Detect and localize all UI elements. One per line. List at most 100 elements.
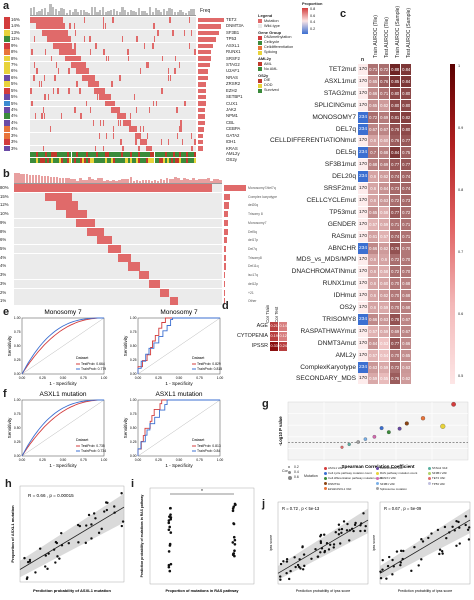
mutation-block xyxy=(59,49,76,55)
aml2y-cell xyxy=(113,152,116,157)
scatter-point xyxy=(285,560,289,563)
aml2y-cell xyxy=(30,152,33,157)
roc-legend-title: Dataset xyxy=(76,438,88,442)
j-left-ylabel: ipss score xyxy=(269,535,273,551)
gene-track xyxy=(30,62,196,68)
cyto-row-label: Del5q xyxy=(248,229,257,234)
scatter-point xyxy=(421,540,425,543)
mutation-tick xyxy=(183,29,186,36)
histogram-bar xyxy=(162,9,166,15)
scatter-point xyxy=(410,569,413,573)
histogram-bar xyxy=(154,7,157,15)
auroc-row-label: CELLDIFFERENTIATIONmut xyxy=(270,137,356,145)
mutation-tick xyxy=(188,42,191,49)
n-cell: 234 xyxy=(358,111,368,123)
scatter-point xyxy=(395,550,399,553)
auroc-cell: 0.82 xyxy=(401,111,412,123)
mutation-tick xyxy=(178,62,181,68)
aml2y-cell xyxy=(104,152,107,157)
aml2y-cell xyxy=(83,152,86,157)
roc-curve xyxy=(137,399,220,456)
volcano-point xyxy=(397,426,402,431)
mutation-tick xyxy=(105,55,108,62)
mutation-tick xyxy=(145,62,148,68)
histogram-bar xyxy=(82,10,85,15)
freq-bar xyxy=(198,43,214,48)
cyto-histogram-bar xyxy=(165,177,169,183)
mutation-label: Cell cycle pathway mutation count xyxy=(328,471,372,476)
gene-name: NPM1 xyxy=(226,113,238,119)
auroc-side-tick: 0.5 xyxy=(458,374,464,378)
aml2y-cell xyxy=(146,152,149,157)
gene-group-color xyxy=(4,107,10,113)
auroc-column-headers: Train AUROC (Tile) Test AUROC (Tile) Train… xyxy=(368,2,414,58)
cyto-track xyxy=(14,236,222,245)
cyto-block xyxy=(76,218,96,227)
os2y-cell xyxy=(183,158,186,163)
scatter-point xyxy=(438,552,441,556)
os2y-cell xyxy=(42,158,45,163)
legend-item: Celldifferentiation xyxy=(258,45,306,50)
scatter-point xyxy=(168,569,172,573)
gene-group-title: Gene Group xyxy=(258,29,282,35)
roc-diagonal xyxy=(21,399,105,457)
roc-diagonal xyxy=(137,317,221,375)
mutation-tick xyxy=(169,74,172,81)
scatter-point xyxy=(168,542,172,546)
cyto-histogram-bar xyxy=(97,178,100,183)
cyto-row-label: +21 xyxy=(248,290,254,295)
mutation-tick xyxy=(89,36,91,43)
histogram-bar xyxy=(124,10,127,15)
auroc-grid: TET2mut 170 0.71 0.72 0.88 0.84 ASXL1mut 170 0.6… xyxy=(270,64,474,400)
gene-name: IDH1 xyxy=(226,139,236,145)
scatter-point xyxy=(56,555,59,558)
cyto-block xyxy=(138,271,150,280)
mutation-tick xyxy=(98,94,101,100)
mutation-tick xyxy=(80,113,82,120)
legend-swatch xyxy=(258,40,262,45)
cyto-percent: 80% xyxy=(0,185,9,190)
roc-x-tick: 0.00 xyxy=(135,376,142,380)
scatter-point xyxy=(303,564,306,568)
histogram-bar xyxy=(148,7,152,15)
cyto-histogram-bar xyxy=(70,178,74,183)
auroc-row-label: TRISOMY8 xyxy=(322,315,356,323)
legend-label: Survived xyxy=(264,88,279,93)
os2y-row-label: OS2y xyxy=(226,157,237,162)
gene-track xyxy=(30,29,196,36)
gene-group-color xyxy=(4,113,10,120)
cor-column-header: Cor Train xyxy=(265,304,270,323)
cyto-histogram-bar xyxy=(120,179,124,183)
aml2y-cell xyxy=(92,152,95,157)
cyto-histogram-bar xyxy=(115,180,118,183)
os2y-cell xyxy=(166,158,169,163)
mutation-block xyxy=(122,119,132,126)
auroc-cell: 0.67 xyxy=(401,313,412,325)
mutation-tick xyxy=(43,113,46,120)
mutation-swatch xyxy=(376,476,379,480)
auroc-cell: 0.57 xyxy=(368,349,379,361)
mutation-tick xyxy=(40,81,43,88)
mutation-block xyxy=(99,94,111,100)
mutation-block xyxy=(76,68,90,75)
legend-item: DOD xyxy=(258,83,306,88)
mutation-tick xyxy=(184,100,186,107)
mutation-label: Cell differentiation pathway mutation co… xyxy=(328,476,383,481)
aml2y-cell xyxy=(169,152,172,157)
legend-swatch xyxy=(258,19,262,24)
histogram-bar xyxy=(88,12,91,15)
mutation-tick xyxy=(30,87,32,94)
scatter-point xyxy=(438,548,442,551)
aml2y-cell xyxy=(187,152,190,157)
cyto-row-label: del12p xyxy=(248,281,259,286)
mutation-tick xyxy=(54,74,56,81)
scatter-point xyxy=(345,529,349,532)
legend-swatch xyxy=(258,45,262,50)
legend-label: Mutation xyxy=(264,18,279,23)
roc-diagonal xyxy=(21,317,105,375)
scatter-point xyxy=(386,564,390,568)
legend-label: No AML xyxy=(264,66,278,71)
scatter-point xyxy=(113,505,116,508)
os2y-cell xyxy=(129,158,132,163)
mutation-tick xyxy=(136,36,138,43)
